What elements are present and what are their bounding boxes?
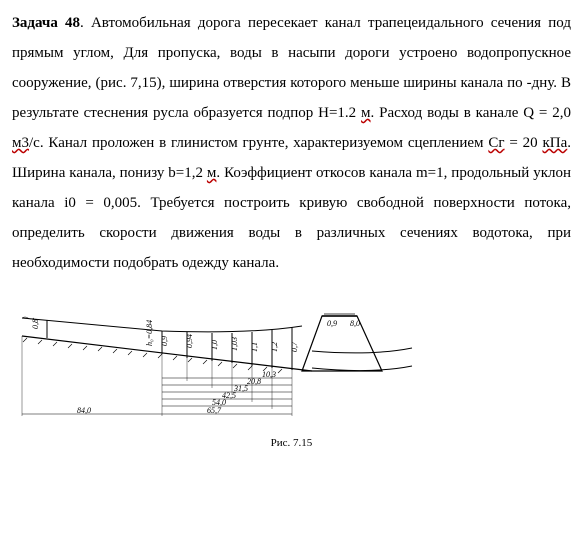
dim-h08: 0,8: [31, 319, 40, 329]
text-p2: . Расход воды в канале Q = 2,0: [371, 105, 571, 121]
dim-h11: 1,1: [250, 342, 259, 352]
dim-d208: 20,8: [247, 377, 261, 386]
dim-d657: 65,7: [207, 406, 222, 415]
text-u1: м: [361, 105, 371, 121]
dim-h07: 0,7: [290, 341, 299, 352]
dim-d103: 10,3: [262, 370, 276, 379]
label-hzero: h₀=0,84: [145, 320, 154, 346]
dim-h103: 1,03: [230, 337, 239, 351]
dim-h094: 0,94: [185, 334, 194, 348]
problem-text: Задача 48. Автомобильная дорога пересека…: [12, 8, 571, 278]
dim-d840: 84,0: [77, 406, 91, 415]
problem-label: Задача 48: [12, 15, 80, 31]
text-u4: кПа: [542, 135, 567, 151]
text-u5: м: [207, 165, 217, 181]
dim-top80: 8,0: [350, 319, 360, 328]
figure-svg: 0,8 0,9 0,94 1,0 1,03 1,1 1,2 0,7 0,9 8,…: [12, 296, 422, 426]
dim-h10: 1,0: [210, 340, 219, 350]
text-u2: м3: [12, 135, 29, 151]
figure-caption: Рис. 7.15: [12, 432, 571, 454]
dim-top09: 0,9: [327, 319, 337, 328]
dim-h09: 0,9: [160, 336, 169, 346]
dim-h12: 1,2: [270, 342, 279, 352]
text-u3: Сг: [488, 135, 504, 151]
figure-container: 0,8 0,9 0,94 1,0 1,03 1,1 1,2 0,7 0,9 8,…: [12, 296, 571, 451]
text-p4: = 20: [505, 135, 543, 151]
text-p3: /с. Канал проложен в глинистом грунте, х…: [29, 135, 488, 151]
